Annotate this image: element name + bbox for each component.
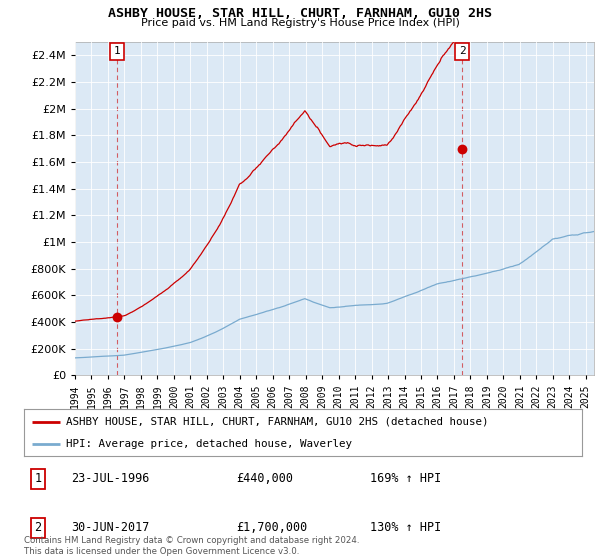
Text: 2: 2 (34, 521, 41, 534)
Text: 30-JUN-2017: 30-JUN-2017 (71, 521, 150, 534)
Text: 169% ↑ HPI: 169% ↑ HPI (370, 473, 441, 486)
Text: £1,700,000: £1,700,000 (236, 521, 307, 534)
Text: 23-JUL-1996: 23-JUL-1996 (71, 473, 150, 486)
Text: ASHBY HOUSE, STAR HILL, CHURT, FARNHAM, GU10 2HS: ASHBY HOUSE, STAR HILL, CHURT, FARNHAM, … (108, 7, 492, 20)
Text: 1: 1 (113, 46, 121, 57)
Text: Contains HM Land Registry data © Crown copyright and database right 2024.
This d: Contains HM Land Registry data © Crown c… (24, 536, 359, 556)
Text: HPI: Average price, detached house, Waverley: HPI: Average price, detached house, Wave… (66, 438, 352, 449)
Text: £440,000: £440,000 (236, 473, 293, 486)
Text: ASHBY HOUSE, STAR HILL, CHURT, FARNHAM, GU10 2HS (detached house): ASHBY HOUSE, STAR HILL, CHURT, FARNHAM, … (66, 417, 488, 427)
Text: 1: 1 (34, 473, 41, 486)
Point (112, 312, 122, 321)
Text: 130% ↑ HPI: 130% ↑ HPI (370, 521, 441, 534)
Text: Price paid vs. HM Land Registry's House Price Index (HPI): Price paid vs. HM Land Registry's House … (140, 18, 460, 28)
Text: 2: 2 (459, 46, 466, 57)
Point (457, 144, 467, 153)
